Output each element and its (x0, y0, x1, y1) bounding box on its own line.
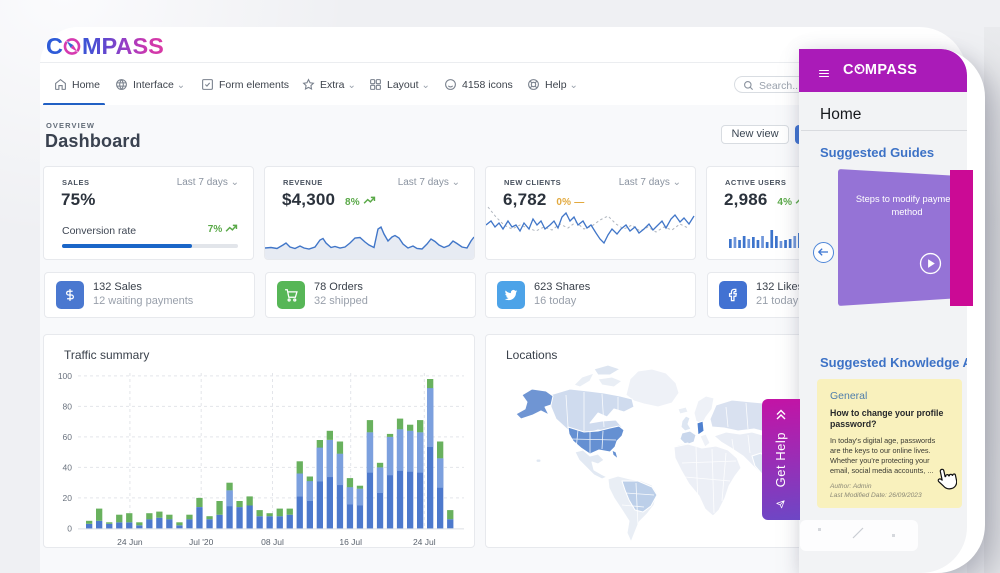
svg-text:24 Jun: 24 Jun (117, 537, 143, 547)
svg-text:60: 60 (63, 432, 73, 442)
svg-text:100: 100 (58, 371, 72, 381)
svg-text:0: 0 (67, 523, 72, 533)
svg-text:80: 80 (63, 401, 73, 411)
svg-text:24 Jul: 24 Jul (413, 537, 436, 547)
svg-text:08 Jul: 08 Jul (261, 537, 284, 547)
svg-text:16 Jul: 16 Jul (339, 537, 362, 547)
svg-text:Jul '20: Jul '20 (189, 537, 214, 547)
svg-text:20: 20 (63, 493, 73, 503)
svg-text:40: 40 (63, 462, 73, 472)
